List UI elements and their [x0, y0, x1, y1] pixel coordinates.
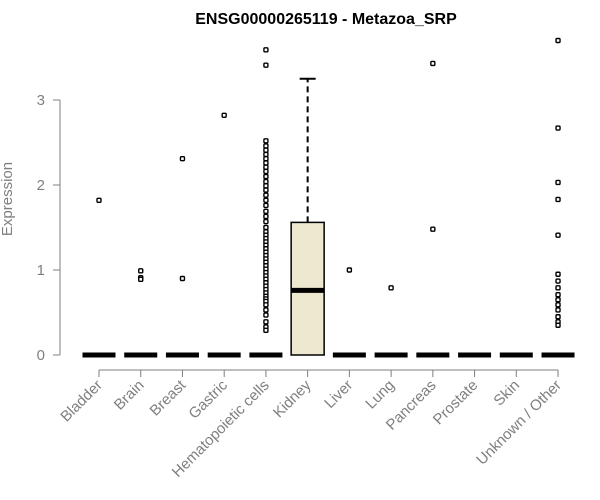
outlier-point: [263, 160, 269, 166]
outlier-point: [346, 267, 353, 273]
x-tick-label: Liver: [321, 377, 356, 412]
outlier-point: [263, 202, 269, 209]
y-tick-label: 2: [37, 177, 45, 194]
outlier-point: [555, 179, 561, 186]
outlier-point: [263, 192, 269, 198]
outlier-point: [138, 268, 144, 274]
outlier-point: [179, 275, 186, 282]
x-tick-label: Brain: [111, 377, 148, 414]
outlier-point: [263, 327, 269, 334]
outlier-point: [555, 125, 561, 131]
box-group: [82, 197, 116, 358]
box-group: [416, 60, 450, 358]
box-group: [541, 37, 575, 358]
outlier-point: [96, 197, 102, 204]
x-tick-label: Bladder: [57, 377, 106, 426]
outlier-point: [263, 208, 269, 215]
outlier-point: [263, 151, 269, 158]
outlier-point: [263, 62, 269, 68]
outlier-point: [263, 187, 269, 193]
outlier-point: [263, 302, 269, 308]
y-axis: 0 1 2 3: [37, 92, 61, 364]
outlier-point: [138, 276, 144, 283]
outlier-point: [555, 37, 561, 44]
outlier-point: [555, 196, 561, 203]
outlier-point: [430, 226, 436, 232]
outlier-point: [263, 164, 269, 170]
y-tick-label: 3: [37, 92, 45, 109]
box-group: [124, 268, 158, 358]
outlier-point: [388, 285, 394, 291]
box-group: [374, 285, 408, 358]
outlier-point: [263, 218, 269, 225]
outlier-point: [555, 302, 561, 308]
outlier-point: [555, 322, 561, 328]
outlier-point: [263, 213, 269, 220]
outlier-point: [263, 138, 269, 144]
outlier-point: [263, 319, 269, 325]
outlier-point: [263, 155, 269, 162]
outlier-point: [555, 271, 561, 277]
box-group: [290, 77, 325, 356]
x-tick-label: Breast: [147, 376, 190, 419]
outlier-point: [263, 307, 269, 313]
outlier-point: [263, 47, 269, 53]
box-group: [165, 155, 199, 358]
outlier-point: [430, 60, 436, 67]
outlier-point: [555, 232, 561, 238]
outlier-point: [263, 178, 269, 185]
outlier-point: [555, 307, 561, 313]
x-tick-label: Lung: [362, 377, 398, 413]
box-group: [332, 267, 366, 358]
outlier-point: [263, 143, 269, 149]
outlier-point: [555, 285, 561, 291]
outlier-point: [555, 314, 561, 320]
outlier-point: [555, 278, 561, 284]
outlier-point: [263, 173, 269, 180]
x-tick-label: Kidney: [270, 376, 315, 421]
outlier-point: [263, 147, 269, 153]
y-tick-label: 0: [37, 347, 45, 364]
outlier-point: [179, 155, 186, 162]
outlier-point: [263, 312, 269, 318]
outlier-point: [555, 297, 561, 303]
chart-title: ENSG00000265119 - Metazoa_SRP: [195, 11, 457, 28]
outlier-point: [263, 183, 269, 189]
outlier-point: [263, 197, 269, 204]
box-group: [207, 112, 241, 358]
outlier-point: [263, 168, 269, 175]
x-tick-label: Skin: [490, 377, 523, 410]
plot-area: [82, 37, 575, 358]
x-tick-label: Prostate: [430, 377, 482, 429]
box-group: [249, 47, 283, 358]
y-tick-label: 1: [37, 262, 45, 279]
y-axis-label: Expression: [0, 162, 16, 236]
outlier-point: [263, 224, 269, 231]
outlier-point: [221, 112, 227, 119]
outlier-point: [555, 291, 561, 298]
